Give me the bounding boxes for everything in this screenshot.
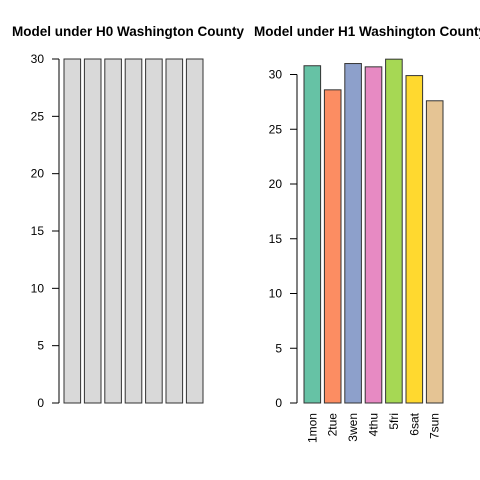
x-tick-label-h1: 2tue (326, 413, 340, 437)
bar-h0-4thu (124, 58, 143, 404)
y-tick-label-h1: 10 (269, 287, 283, 301)
x-tick-label-h1: 7sun (428, 413, 442, 439)
panel-h0: Model under H0 Washington County 0 5 10 15 2… (12, 24, 244, 410)
bar-h0-7sun (185, 58, 204, 404)
chart-title-h0: Model under H0 Washington County (12, 24, 244, 39)
bar-h0-2tue (83, 58, 102, 404)
y-tick-label-h0: 5 (37, 339, 44, 353)
panel-h1: Model under H1 Washington County 0 5 10 15 2… (254, 24, 480, 443)
y-tick-label-h1: 25 (269, 122, 283, 136)
y-tick-label-h1: 15 (269, 232, 283, 246)
bar-h1-2tue (323, 89, 342, 404)
bar-h1-1mon (303, 65, 322, 404)
bar-h0-5fri (145, 58, 163, 404)
y-tick-label-h0: 20 (31, 167, 45, 181)
bar-h1-6sat (405, 75, 424, 404)
y-tick-label-h0: 0 (37, 396, 44, 410)
y-tick-label-h1: 30 (269, 68, 283, 82)
bar-h1-5fri (385, 58, 403, 404)
x-tick-label-h1: 1mon (305, 413, 319, 443)
x-tick-label-h1: 6sat (407, 412, 421, 435)
x-tick-label-h1: 5fri (387, 413, 401, 430)
bar-h0-6sat (165, 58, 184, 404)
bar-h0-3wen (104, 58, 122, 404)
bar-h1-3wen (344, 63, 362, 404)
y-tick-label-h0: 25 (31, 109, 45, 123)
y-tick-label-h0: 10 (31, 281, 45, 295)
chart-title-h1: Model under H1 Washington County (254, 24, 480, 39)
x-tick-label-h1: 3wen (346, 413, 360, 442)
bar-h1-7sun (425, 100, 444, 404)
x-tick-label-h1: 4thu (367, 413, 381, 436)
bar-h1-4thu (364, 66, 383, 404)
bar-h0-1mon (63, 58, 82, 404)
y-tick-label-h1: 5 (275, 341, 282, 355)
y-tick-label-h1: 0 (275, 396, 282, 410)
y-tick-label-h1: 20 (269, 177, 283, 191)
y-tick-label-h0: 15 (31, 224, 45, 238)
y-tick-label-h0: 30 (31, 52, 45, 66)
